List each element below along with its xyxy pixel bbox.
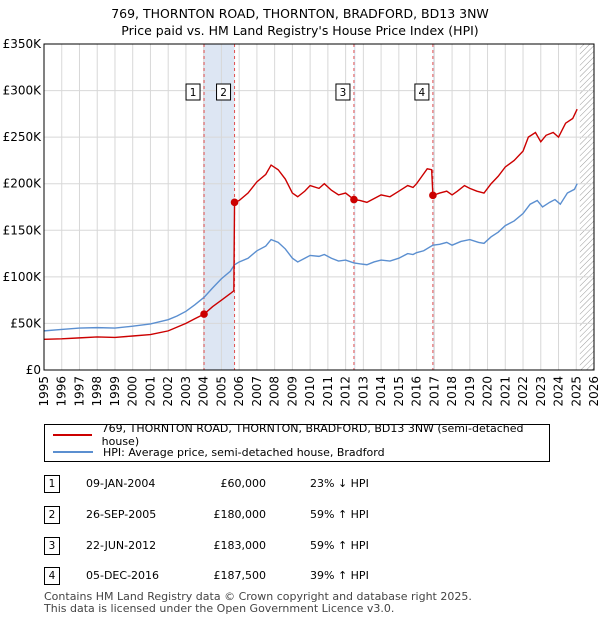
- plot-area: [44, 44, 594, 370]
- legend: 769, THORNTON ROAD, THORNTON, BRADFORD, …: [44, 422, 550, 462]
- sale-label-box: [185, 83, 201, 101]
- x-tick-label: 2009: [285, 376, 299, 407]
- x-tick-label: 1998: [90, 376, 104, 407]
- sale-label-box: [414, 83, 430, 101]
- sale-point-marker: [429, 191, 437, 200]
- legend-item-property: 769, THORNTON ROAD, THORNTON, BRADFORD, …: [53, 422, 549, 448]
- table-row: 1 09-JAN-2004 £60,000 23% ↓ HPI: [0, 474, 600, 496]
- transaction-price: £60,000: [220, 477, 267, 490]
- x-tick-label: 1997: [72, 376, 86, 407]
- price-chart: £0 £50K £100K £150K £200K £250K £300K £350K 1995…: [3, 37, 600, 407]
- x-tick-label: 2008: [268, 376, 282, 407]
- transaction-hpi-change: 59% ↑ HPI: [310, 508, 369, 521]
- sale-label: 1: [190, 87, 197, 99]
- y-tick-label: £0: [26, 363, 41, 377]
- sale-band: [353, 44, 356, 370]
- chart-title: 769, THORNTON ROAD, THORNTON, BRADFORD, …: [111, 6, 489, 21]
- sale-label: 2: [220, 87, 227, 99]
- x-tick-label: 2023: [534, 376, 548, 407]
- x-tick-label: 2014: [374, 376, 388, 407]
- x-tick-label: 2015: [392, 376, 406, 407]
- sale-label: 4: [419, 87, 426, 99]
- x-tick-label: 2016: [410, 376, 424, 407]
- sale-point-marker: [350, 195, 358, 204]
- x-tick-label: 2020: [481, 376, 495, 407]
- legend-hpi-swatch: [53, 451, 93, 453]
- legend-property-label: 769, THORNTON ROAD, THORNTON, BRADFORD, …: [101, 422, 524, 448]
- forecast-hatch: [579, 44, 594, 370]
- y-tick-label: £150K: [3, 223, 43, 237]
- sale-label-box: [216, 83, 232, 101]
- transaction-number: 3: [44, 537, 60, 555]
- transaction-number: 2: [44, 506, 60, 524]
- legend-property-swatch: [53, 434, 92, 436]
- transaction-date: 05-DEC-2016: [86, 569, 160, 582]
- transaction-hpi-change: 39% ↑ HPI: [310, 569, 369, 582]
- x-tick-label: 2003: [179, 376, 193, 407]
- footer-copyright: Contains HM Land Registry data © Crown c…: [44, 590, 472, 603]
- footer-licence: This data is licensed under the Open Gov…: [44, 602, 395, 615]
- x-tick-label: 2021: [498, 376, 512, 407]
- x-tick-label: 2022: [516, 376, 530, 407]
- x-tick-label: 2000: [126, 376, 140, 407]
- x-tick-label: 2012: [339, 376, 353, 407]
- transaction-number: 1: [44, 475, 60, 493]
- transaction-price: £183,000: [213, 539, 267, 552]
- x-tick-label: 2002: [161, 376, 175, 407]
- sale-point-marker: [230, 198, 239, 207]
- transaction-date: 26-SEP-2005: [86, 508, 157, 521]
- x-tick-label: 2025: [569, 376, 583, 407]
- x-tick-label: 2019: [463, 376, 477, 407]
- y-tick-label: £200K: [3, 177, 43, 191]
- transaction-price: £187,500: [213, 569, 267, 582]
- transaction-date: 09-JAN-2004: [86, 477, 156, 490]
- x-tick-label: 2010: [303, 376, 317, 407]
- table-row: 3 22-JUN-2012 £183,000 59% ↑ HPI: [0, 536, 600, 558]
- y-tick-label: £100K: [3, 270, 43, 284]
- legend-hpi-label: HPI: Average price, semi-detached house,…: [103, 445, 385, 459]
- transaction-hpi-change: 23% ↓ HPI: [310, 477, 369, 490]
- x-tick-label: 2026: [587, 376, 600, 407]
- sale-label: 3: [340, 87, 347, 99]
- chart-subtitle: Price paid vs. HM Land Registry's House …: [121, 23, 479, 38]
- y-tick-label: £250K: [3, 130, 43, 144]
- table-row: 4 05-DEC-2016 £187,500 39% ↑ HPI: [0, 566, 600, 588]
- x-tick-label: 2024: [552, 376, 566, 407]
- x-tick-label: 2018: [445, 376, 459, 407]
- y-tick-label: £300K: [3, 84, 43, 98]
- x-tick-label: 2007: [250, 376, 264, 407]
- plot-frame: [43, 43, 595, 371]
- legend-item-hpi: HPI: Average price, semi-detached house,…: [53, 444, 385, 460]
- x-tick-label: 1995: [37, 376, 51, 407]
- x-tick-label: 2006: [232, 376, 246, 407]
- x-tick-label: 2001: [143, 376, 157, 407]
- y-tick-label: £350K: [3, 37, 43, 51]
- table-row: 2 26-SEP-2005 £180,000 59% ↑ HPI: [0, 505, 600, 527]
- x-tick-label: 2004: [197, 376, 211, 407]
- hpi-series-line: [43, 183, 578, 332]
- x-tick-label: 2005: [214, 376, 228, 407]
- sale-label-box: [335, 83, 351, 101]
- transaction-hpi-change: 59% ↑ HPI: [310, 539, 369, 552]
- x-tick-label: 1996: [55, 376, 69, 407]
- sale-point-marker: [200, 310, 208, 318]
- x-tick-label: 2011: [321, 376, 335, 407]
- x-tick-label: 1999: [108, 376, 122, 407]
- transaction-price: £180,000: [213, 508, 267, 521]
- x-tick-label: 2017: [427, 376, 441, 407]
- x-tick-label: 2013: [356, 376, 370, 407]
- sale-band: [432, 44, 435, 370]
- transaction-date: 22-JUN-2012: [86, 539, 157, 552]
- transaction-number: 4: [44, 567, 60, 585]
- y-tick-label: £50K: [10, 316, 42, 330]
